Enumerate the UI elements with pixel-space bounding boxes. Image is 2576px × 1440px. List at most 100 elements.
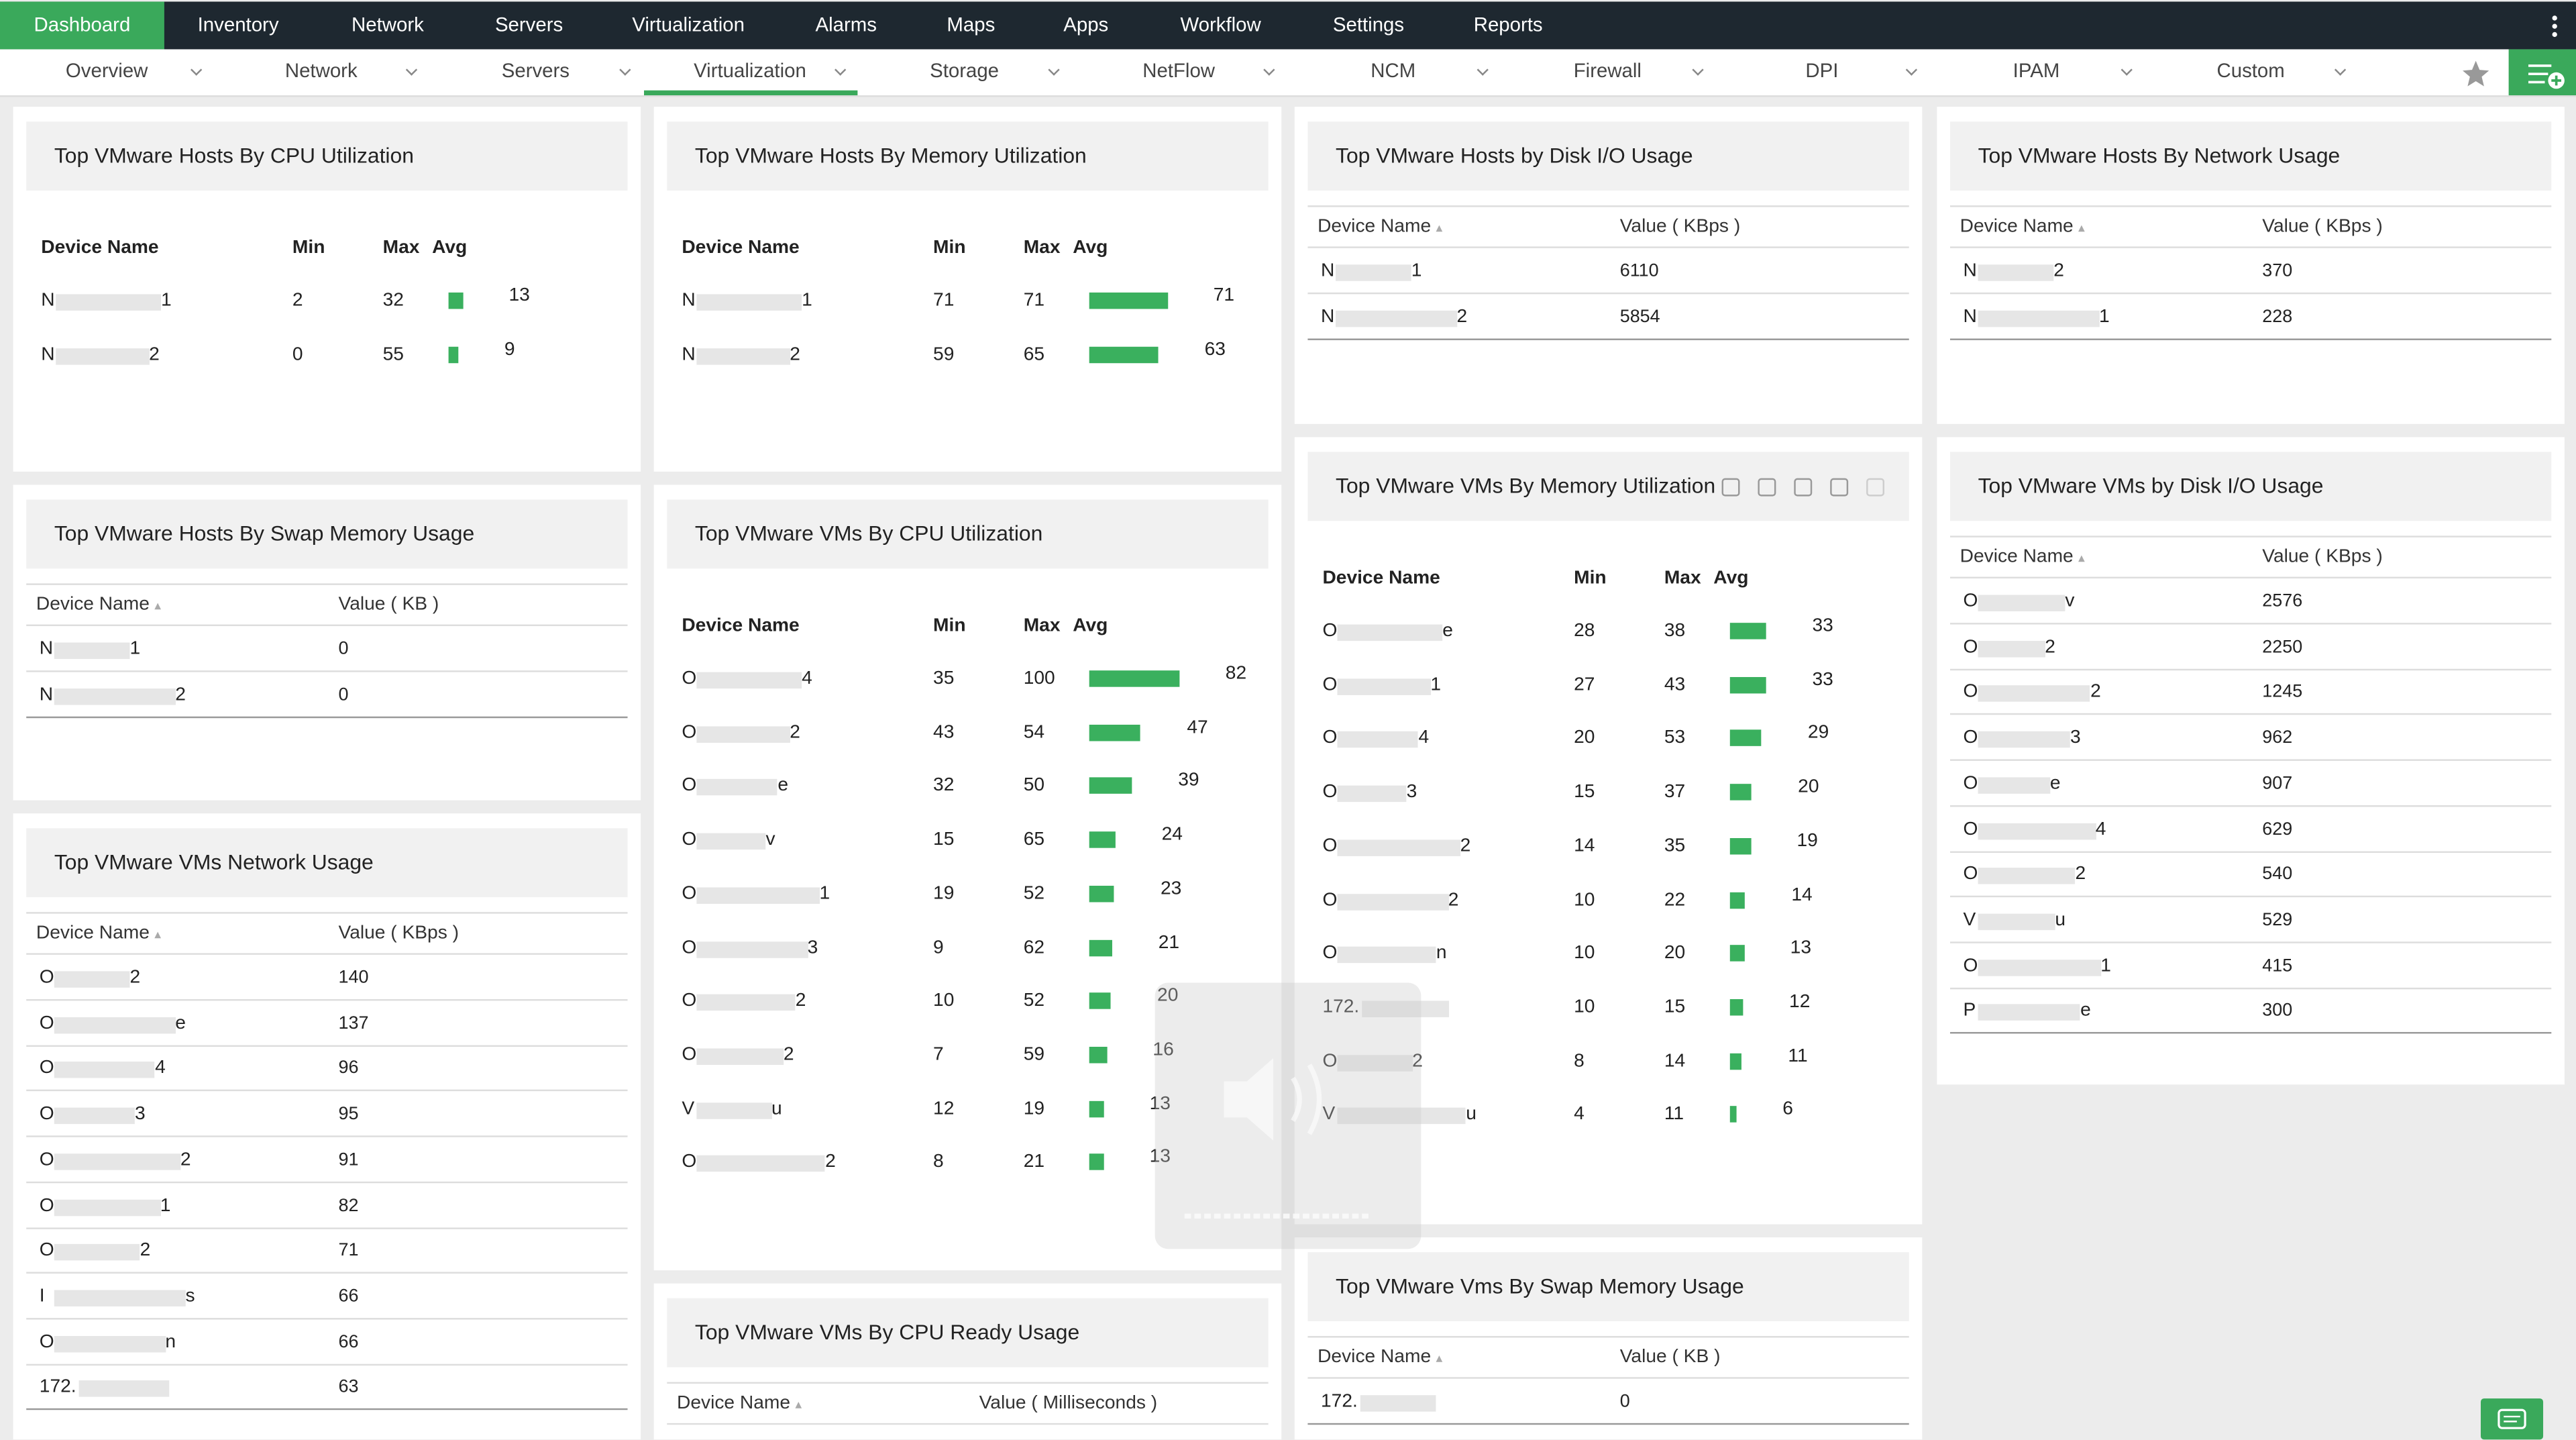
device-name-end: e — [2049, 773, 2061, 794]
sub-nav-item[interactable]: NCM — [1287, 49, 1500, 95]
device-name-mask — [1360, 1395, 1436, 1412]
device-name-start: N — [1963, 307, 1977, 327]
sub-nav-item[interactable]: Custom — [2144, 49, 2357, 95]
row-value: 2576 — [2262, 591, 2303, 612]
row-value: 95 — [338, 1104, 359, 1125]
max-value: 14 — [1664, 1051, 1686, 1071]
min-value: 20 — [1574, 728, 1595, 749]
device-name-mask — [1362, 1000, 1449, 1017]
sub-nav-item[interactable]: Network — [215, 49, 428, 95]
widget-title: Top VMware VMs by Disk I/O Usage — [1978, 473, 2324, 499]
min-value: 10 — [933, 991, 955, 1011]
row-line — [26, 998, 628, 1001]
widget-tool-icon[interactable] — [1758, 478, 1776, 497]
nav-item[interactable]: Dashboard — [0, 1, 164, 50]
device-name-end: 1 — [819, 884, 830, 904]
nav-item[interactable]: Settings — [1332, 13, 1405, 36]
widget: Top VMware Hosts By Memory Utilization De… — [653, 107, 1282, 472]
avg-bar — [1089, 292, 1168, 309]
widget-title: Top VMware VMs By CPU Utilization — [694, 521, 1043, 546]
column-header: Max — [1023, 238, 1061, 258]
device-name-start: N — [682, 344, 696, 364]
device-name-end: 3 — [1406, 782, 1417, 803]
device-name-mask — [1978, 959, 2101, 976]
column-header: Device Name — [36, 595, 161, 615]
avg-value: 11 — [1788, 1046, 1808, 1066]
device-name-end: 4 — [1418, 728, 1430, 749]
row-value: 140 — [338, 968, 369, 988]
max-value: 54 — [1023, 722, 1045, 743]
chat-button[interactable] — [2480, 1398, 2544, 1440]
device-name-end: 1 — [2100, 956, 2111, 976]
list-header-line — [1307, 1377, 1909, 1379]
nav-item[interactable]: Reports — [1473, 13, 1543, 36]
widget-tool-icon[interactable] — [1794, 478, 1813, 497]
device-name-end: s — [185, 1286, 195, 1306]
device-name-mask — [54, 688, 176, 705]
list-header-line — [1307, 205, 1909, 207]
widget-tool-icon[interactable] — [1866, 478, 1885, 497]
widget-tool-icon[interactable] — [1721, 478, 1740, 497]
max-value: 20 — [1664, 943, 1686, 964]
row-value: 6110 — [1619, 261, 1659, 281]
nav-item[interactable]: Alarms — [815, 13, 877, 36]
add-widget-button[interactable] — [2508, 49, 2576, 96]
min-value: 10 — [1574, 890, 1595, 910]
device-name-start: I — [39, 1286, 45, 1306]
device-name-end: 4 — [2095, 819, 2106, 839]
row-value: 137 — [338, 1013, 369, 1033]
device-name-start: O — [682, 1152, 697, 1172]
device-name-mask — [78, 1380, 170, 1398]
sub-nav-item[interactable]: NetFlow — [1072, 49, 1285, 95]
device-name-mask — [1336, 310, 1457, 327]
column-header: Device Name — [682, 616, 800, 636]
avg-value: 13 — [508, 286, 530, 306]
column-header: Avg — [432, 238, 468, 258]
device-name-end: 2 — [825, 1152, 836, 1172]
nav-item[interactable]: Network — [352, 13, 424, 36]
widget: Top VMware Hosts By Network Usage Device … — [1937, 107, 2565, 424]
max-value: 65 — [1023, 829, 1045, 850]
sub-nav-item[interactable]: Storage — [857, 49, 1071, 95]
column-header: Device Name — [41, 238, 159, 258]
device-name-mask — [1336, 264, 1411, 281]
widget: Top VMware VMs Network Usage Device Name V… — [13, 813, 641, 1440]
avg-value: 71 — [1213, 286, 1235, 306]
widget: Top VMware Hosts By Swap Memory Usage Dev… — [13, 484, 641, 801]
avg-value: 9 — [504, 340, 515, 360]
widget-header: Top VMware VMs By CPU Utilization — [667, 499, 1269, 569]
device-name-mask — [1978, 310, 2100, 327]
device-name-mask — [696, 833, 766, 850]
row-line — [1949, 850, 2552, 852]
row-value: 907 — [2262, 773, 2293, 794]
device-name-start: O — [682, 722, 697, 743]
device-name-mask — [1337, 947, 1436, 964]
row-line — [26, 1135, 628, 1137]
device-name-end: e — [2080, 1001, 2091, 1021]
sub-nav-item[interactable]: IPAM — [1929, 49, 2143, 95]
favorite-star[interactable] — [2461, 59, 2491, 89]
nav-item[interactable]: Servers — [494, 13, 564, 36]
nav-item[interactable]: Workflow — [1180, 13, 1261, 36]
avg-bar — [1089, 670, 1180, 687]
max-value: 35 — [1664, 836, 1686, 856]
sub-nav-item[interactable]: DPI — [1715, 49, 1929, 95]
sub-nav-item[interactable]: Virtualization — [643, 49, 857, 96]
sub-nav-item[interactable]: Overview — [0, 49, 213, 95]
avg-bar — [1729, 945, 1745, 962]
sub-nav-item[interactable]: Firewall — [1501, 49, 1714, 95]
widget-tool-icon[interactable] — [1830, 478, 1849, 497]
menu-dots[interactable] — [2550, 13, 2560, 40]
device-name-end: 1 — [129, 639, 141, 660]
nav-item[interactable]: Apps — [1063, 13, 1109, 36]
device-name-mask — [1978, 913, 2055, 930]
sub-nav-item[interactable]: Servers — [429, 49, 642, 95]
nav-item[interactable]: Virtualization — [632, 13, 745, 36]
device-name-start: O — [1963, 864, 1978, 885]
nav-item[interactable]: Maps — [947, 13, 996, 36]
row-line — [1949, 292, 2552, 295]
device-name-end: 3 — [135, 1104, 146, 1125]
device-name-start: O — [682, 991, 697, 1011]
nav-item[interactable]: Inventory — [197, 13, 279, 36]
widget-title: Top VMware Hosts By Network Usage — [1978, 143, 2341, 168]
